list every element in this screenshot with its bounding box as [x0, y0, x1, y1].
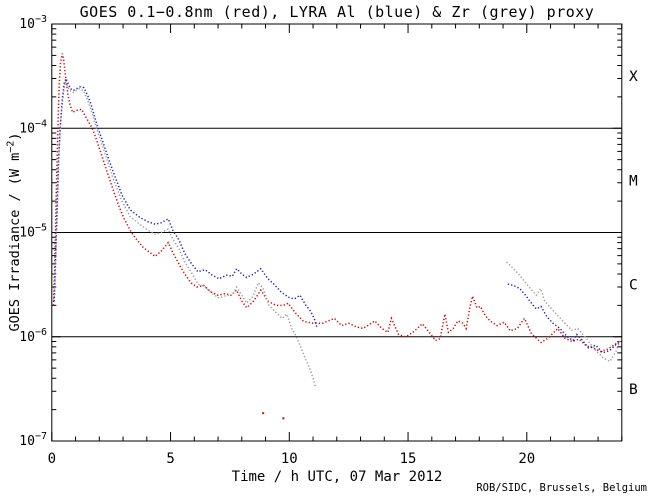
series-blue — [53, 76, 622, 354]
svg-text:X: X — [629, 69, 638, 85]
svg-text:10−4: 10−4 — [19, 118, 47, 136]
svg-text:5: 5 — [166, 451, 174, 467]
x-tick-labels: 0 5 10 15 20 — [48, 451, 536, 467]
svg-text:10−5: 10−5 — [19, 223, 47, 241]
y-axis-label: GOES Irradiance / (W m−2) — [5, 133, 23, 332]
credit-text: ROB/SIDC, Brussels, Belgium — [476, 482, 647, 494]
x-axis-label: Time / h UTC, 07 Mar 2012 — [231, 469, 443, 485]
y-axis-label-text: GOES Irradiance / (W m — [6, 152, 23, 332]
y-axis-label-exponent: −2 — [5, 140, 17, 153]
svg-text:C: C — [629, 278, 638, 294]
svg-text:B: B — [629, 382, 638, 398]
y-tick-labels: 10−3 10−4 10−5 10−6 10−7 — [19, 14, 47, 449]
svg-text:15: 15 — [400, 451, 417, 467]
series-grey — [53, 79, 622, 388]
svg-text:0: 0 — [48, 451, 56, 467]
x-axis-ticks — [51, 24, 623, 441]
series-red — [52, 53, 622, 420]
svg-text:10−7: 10−7 — [19, 431, 47, 449]
svg-text:10−6: 10−6 — [19, 327, 47, 345]
svg-text:10: 10 — [281, 451, 298, 467]
y-axis-label-close: ) — [6, 132, 23, 141]
y-axis-ticks — [51, 23, 622, 442]
svg-text:M: M — [629, 173, 638, 189]
svg-text:10−3: 10−3 — [19, 14, 47, 32]
chart-title: GOES 0.1−0.8nm (red), LYRA Al (blue) & Z… — [79, 3, 595, 21]
flare-threshold-lines — [51, 127, 622, 338]
flare-class-labels: X M C B — [629, 69, 638, 398]
svg-text:20: 20 — [518, 451, 535, 467]
